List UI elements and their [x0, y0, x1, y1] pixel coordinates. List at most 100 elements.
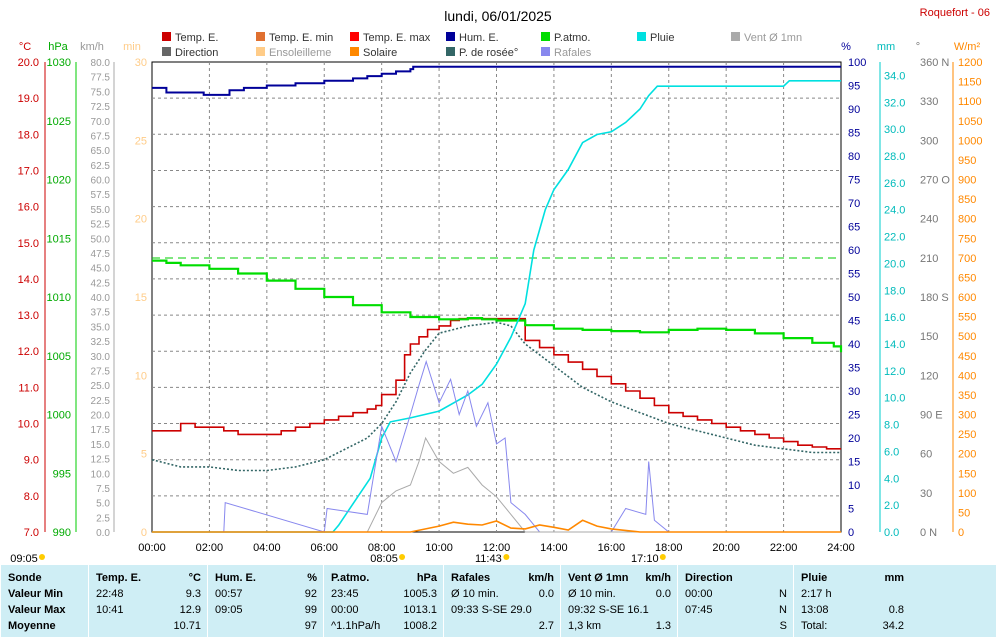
axis-tick-label: 40 — [848, 339, 860, 351]
chart-title: lundi, 06/01/2025 — [444, 8, 552, 24]
axis-tick-label: 1050 — [958, 116, 982, 128]
axis-tick-label: 4.0 — [884, 473, 899, 485]
axis-tick-label: 60 — [848, 245, 860, 257]
table-cell: 1008.2 — [403, 620, 437, 632]
axis-tick-label: 1005 — [47, 351, 71, 363]
axis-tick-label: 1100 — [958, 96, 982, 108]
table-column — [560, 565, 678, 637]
table-cell: 09:33 S-SE 29.0 — [451, 604, 532, 616]
axis-tick-label: 16.0 — [884, 312, 905, 324]
table-cell: 00:57 — [215, 588, 243, 600]
axis-tick-label: 270 O — [920, 175, 950, 187]
axis-tick-label: 1020 — [47, 175, 71, 187]
axis-tick-label: 10 — [848, 480, 860, 492]
axis-tick-label: 330 — [920, 96, 938, 108]
axis-tick-label: 995 — [53, 468, 71, 480]
axis-tick-label: 20 — [135, 214, 147, 226]
series-line — [152, 259, 843, 353]
legend-label: Rafales — [554, 47, 592, 59]
axis-tick-label: 300 — [920, 135, 938, 147]
axis-tick-label: 90 E — [920, 410, 943, 422]
axis-tick-label: 1030 — [47, 57, 71, 69]
axis-tick-label: 17.0 — [18, 165, 39, 177]
axis-tick-label: 100 — [958, 488, 976, 500]
axis-tick-label: 85 — [848, 128, 860, 140]
axis-tick-label: 210 — [920, 253, 938, 265]
x-tick-label: 06:00 — [310, 542, 338, 554]
axis-tick-label: 42.5 — [91, 278, 111, 289]
x-tick-label: 08:00 — [368, 542, 396, 554]
axis-tick-label: 500 — [958, 331, 976, 343]
x-tick-label: 18:00 — [655, 542, 683, 554]
table-column — [443, 565, 561, 637]
axis-tick-label: 150 — [920, 331, 938, 343]
table-column — [0, 565, 89, 637]
axis-tick-label: 7.0 — [24, 527, 39, 539]
x-axis: 00:00 02:00 04:00 06:00 08:00 10:00 12:00 14:00… — [138, 542, 855, 554]
axis-tick-label: 400 — [958, 370, 976, 382]
axis-tick-label: 75 — [848, 175, 860, 187]
table-row-label: Moyenne — [8, 620, 56, 632]
axis-tick-label: 65 — [848, 222, 860, 234]
x-tick-label: 24:00 — [827, 542, 855, 554]
x-tick-label: 22:00 — [770, 542, 798, 554]
axis-tick-label: 95 — [848, 81, 860, 93]
axis-tick-label: 12.0 — [884, 366, 905, 378]
axis-tick-label: 19.0 — [18, 93, 39, 105]
legend-label: Ensoleilleme — [269, 47, 331, 59]
x-tick-label: 02:00 — [196, 542, 224, 554]
axis-tick-label: 360 N — [920, 57, 949, 69]
axis-tick-label: 30 — [848, 386, 860, 398]
table-unit: °C — [188, 572, 201, 584]
legend-swatch — [162, 47, 171, 56]
table-header: Vent Ø 1mn — [568, 572, 629, 584]
sun-icon — [39, 554, 45, 560]
axis-tick-label: 0 — [141, 527, 147, 539]
axis-tick-label: 1025 — [47, 116, 71, 128]
axis-tick-label: 12.5 — [91, 455, 111, 466]
axis-tick-label: 13.0 — [18, 310, 39, 322]
x-tick-label: 16:00 — [598, 542, 626, 554]
axis-tick-label: 28.0 — [884, 151, 905, 163]
axis-tick-label: 50 — [848, 292, 860, 304]
axis-tick-label: 550 — [958, 312, 976, 324]
axis-tick-label: 34.0 — [884, 70, 905, 82]
summary-table: Sonde Temp. E. °C Hum. E.% P.atmo. hPa Rafales… — [0, 565, 996, 637]
table-cell: 22:48 — [96, 588, 124, 600]
axis-tick-label: 25 — [848, 410, 860, 422]
axis-tick-label: 35 — [848, 363, 860, 375]
axis-tick-label: 15 — [135, 292, 147, 304]
table-column — [793, 565, 911, 637]
axis-tick-label: 11.0 — [18, 382, 39, 394]
axis-unit: ° — [916, 41, 920, 53]
axis-unit-labels: °C hPa km/h min% mm ° W/m² — [19, 41, 981, 53]
table-cell: 00:00 — [685, 588, 713, 600]
axis-tick-label: 240 — [920, 214, 938, 226]
table-header: Direction — [685, 572, 733, 584]
axis-tick-label: 18.0 — [884, 285, 905, 297]
sun-marker: 08:05 — [370, 553, 398, 565]
table-row-label: Valeur Max — [8, 604, 66, 616]
axis-tick-label: 45.0 — [91, 264, 111, 275]
axis-unit: mm — [877, 41, 895, 53]
table-column — [88, 565, 208, 637]
table-cell: 9.3 — [185, 588, 201, 600]
axis-tick-label: 5.0 — [96, 499, 110, 510]
axis-tick-label: 300 — [958, 410, 976, 422]
sun-icon — [503, 554, 510, 560]
series-line — [152, 436, 841, 533]
axis-tick-label: 1000 — [47, 410, 71, 422]
axis-tick-label: 10 — [135, 370, 147, 382]
sun-icon — [659, 554, 666, 560]
axis-tick-label: 0.0 — [884, 527, 899, 539]
axis-tick-label: 25.0 — [91, 381, 111, 392]
axis-tick-label: 26.0 — [884, 178, 905, 190]
axis-tick-label: 950 — [958, 155, 976, 167]
axis-tick-label: 20.0 — [884, 258, 905, 270]
table-cell: 34.2 — [882, 620, 904, 632]
legend-swatch — [446, 32, 455, 41]
series-line — [152, 359, 841, 533]
table-cell: Total: — [801, 620, 828, 632]
axis-tick-label: 30 — [135, 57, 147, 69]
table-cell: S — [779, 620, 787, 632]
